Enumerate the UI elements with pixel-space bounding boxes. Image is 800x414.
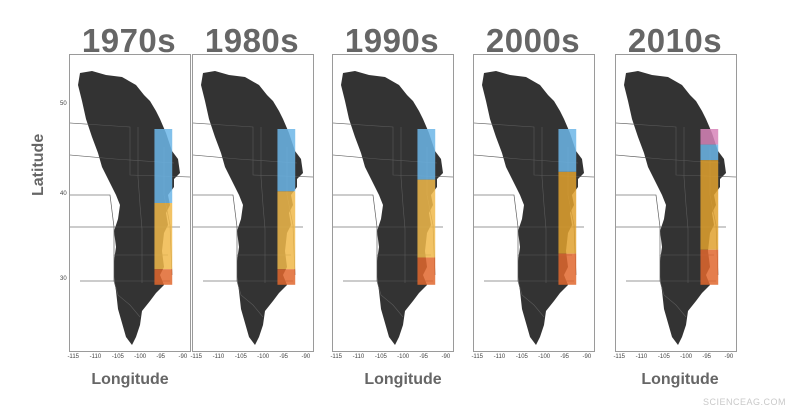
map-panel-2010s xyxy=(615,54,737,352)
state-border-over-range xyxy=(616,226,714,256)
lon-tick: -110 xyxy=(89,354,102,360)
lon-tick: -110 xyxy=(352,354,365,360)
state-border-over-range xyxy=(484,280,545,318)
latitude-band-red_orange xyxy=(417,257,436,285)
state-border-over-range xyxy=(333,154,438,164)
lon-tick: -105 xyxy=(234,354,247,360)
state-border-over-range xyxy=(80,280,141,318)
lat-tick-40: 40 xyxy=(60,191,67,197)
state-border-over-range xyxy=(70,226,168,256)
lon-tick: -105 xyxy=(111,354,124,360)
latitude-band-light_orange xyxy=(154,203,173,270)
lon-tick: -90 xyxy=(441,354,451,360)
lon-tick: -100 xyxy=(134,354,147,360)
latitude-band-orange xyxy=(700,160,719,250)
lon-tick: -95 xyxy=(560,354,569,360)
map-svg xyxy=(333,71,453,345)
lon-tick: -90 xyxy=(301,354,311,360)
lon-tick: -95 xyxy=(156,354,165,360)
state-border-over-range xyxy=(260,127,266,283)
state-border-over-range xyxy=(70,154,175,164)
decade-title-1970s: 1970s xyxy=(81,22,177,59)
latitude-band-light_orange xyxy=(277,191,296,270)
lon-tick: -100 xyxy=(680,354,693,360)
watermark: SCIENCEAG.COM xyxy=(702,397,786,407)
decade-title-2010s: 2010s xyxy=(627,22,723,59)
state-border-over-range xyxy=(616,194,726,228)
lon-tick: -95 xyxy=(702,354,711,360)
latitude-band-pink xyxy=(700,129,719,145)
state-border-over-range xyxy=(626,280,687,318)
state-border-over-range xyxy=(683,127,689,283)
latitude-band-red_orange xyxy=(154,269,173,285)
x-axis-label: Longitude xyxy=(641,371,719,388)
state-border-over-range xyxy=(193,226,291,256)
lon-tick: -110 xyxy=(493,354,506,360)
lon-tick: -95 xyxy=(279,354,288,360)
decade-title-1990s: 1990s xyxy=(344,22,440,59)
lon-tick: -90 xyxy=(582,354,592,360)
state-border-over-range xyxy=(333,226,431,256)
map-svg xyxy=(616,71,736,345)
latitude-band-red_orange xyxy=(700,249,719,285)
lon-tick: -100 xyxy=(257,354,270,360)
map-panel-1970s xyxy=(69,54,191,352)
map-panel-1990s xyxy=(332,54,454,352)
map-svg xyxy=(193,71,313,345)
latitude-band-blue xyxy=(558,129,577,172)
lon-tick: -105 xyxy=(374,354,387,360)
state-border-over-range xyxy=(541,127,547,283)
state-border-over-range xyxy=(203,280,264,318)
map-svg xyxy=(474,71,594,345)
lon-tick: -115 xyxy=(330,354,343,360)
map-panel-2000s xyxy=(473,54,595,352)
state-border-over-range xyxy=(70,194,180,228)
lon-tick: -115 xyxy=(67,354,80,360)
latitude-band-blue xyxy=(417,129,436,180)
lon-tick: -115 xyxy=(190,354,203,360)
latitude-band-red_orange xyxy=(277,269,296,285)
lon-tick: -90 xyxy=(178,354,188,360)
lon-tick: -115 xyxy=(613,354,626,360)
map-svg xyxy=(70,71,190,345)
lon-tick: -100 xyxy=(538,354,551,360)
latitude-band-blue xyxy=(277,129,296,192)
map-panel-1980s xyxy=(192,54,314,352)
decade-title-1980s: 1980s xyxy=(204,22,300,59)
decade-title-2000s: 2000s xyxy=(485,22,581,59)
lat-tick-30: 30 xyxy=(60,276,67,282)
lon-tick: -95 xyxy=(419,354,428,360)
lat-tick-50: 50 xyxy=(60,101,67,107)
lon-tick: -115 xyxy=(471,354,484,360)
latitude-band-light_orange xyxy=(417,179,436,258)
latitude-band-blue xyxy=(154,129,173,203)
latitude-band-orange xyxy=(558,171,577,254)
state-border-over-range xyxy=(343,280,404,318)
state-border-over-range xyxy=(193,194,303,228)
x-axis-label: Longitude xyxy=(91,371,169,388)
state-border-over-range xyxy=(400,127,406,283)
lon-tick: -105 xyxy=(657,354,670,360)
state-border-over-range xyxy=(474,226,572,256)
lon-tick: -110 xyxy=(212,354,225,360)
y-axis-label: Latitude xyxy=(30,133,47,196)
state-border-over-range xyxy=(616,154,721,164)
state-border-over-range xyxy=(137,127,143,283)
lon-tick: -90 xyxy=(724,354,734,360)
latitude-band-blue xyxy=(700,144,719,161)
state-border-over-range xyxy=(474,194,584,228)
lon-tick: -110 xyxy=(635,354,648,360)
latitude-band-red_orange xyxy=(558,253,577,285)
x-axis-label: Longitude xyxy=(364,371,442,388)
state-border-over-range xyxy=(474,154,579,164)
lon-tick: -105 xyxy=(515,354,528,360)
state-border-over-range xyxy=(193,154,298,164)
state-border-over-range xyxy=(333,194,443,228)
lon-tick: -100 xyxy=(397,354,410,360)
